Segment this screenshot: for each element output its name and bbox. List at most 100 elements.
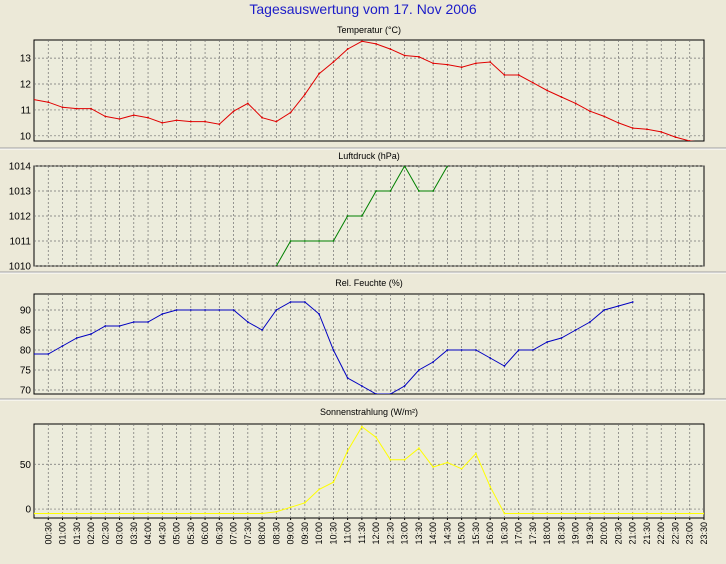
chart-panel-2: 1010 1011 1012 1013 1014 Luftdruck (hPa) bbox=[9, 151, 705, 273]
data-point bbox=[246, 321, 249, 323]
data-point bbox=[460, 349, 463, 351]
x-tick-label: 12:00 bbox=[371, 522, 381, 545]
data-point bbox=[189, 512, 192, 515]
y-tick-label: 0 bbox=[25, 505, 31, 516]
data-point bbox=[603, 512, 606, 515]
data-point bbox=[446, 461, 449, 464]
data-point bbox=[346, 215, 349, 217]
data-point bbox=[360, 215, 363, 217]
x-tick-label: 16:30 bbox=[499, 522, 509, 545]
y-tick-label: 85 bbox=[20, 326, 32, 337]
data-point bbox=[47, 512, 50, 515]
data-point bbox=[161, 121, 164, 124]
data-point bbox=[175, 119, 178, 122]
y-tick-label: 80 bbox=[20, 346, 32, 357]
data-point bbox=[660, 512, 663, 515]
data-point bbox=[161, 313, 164, 315]
data-point bbox=[375, 393, 378, 394]
panel-title: Sonnenstrahlung (W/m²) bbox=[320, 407, 418, 417]
data-point bbox=[90, 333, 92, 335]
data-point bbox=[204, 309, 206, 311]
data-point bbox=[503, 512, 506, 515]
x-tick-label: 01:30 bbox=[72, 522, 82, 545]
data-point bbox=[489, 485, 492, 488]
data-point bbox=[574, 512, 577, 515]
data-point bbox=[218, 512, 221, 515]
series-line bbox=[34, 40, 696, 141]
data-point bbox=[332, 481, 335, 484]
x-tick-label: 09:00 bbox=[286, 522, 296, 545]
data-point bbox=[617, 305, 620, 307]
data-point bbox=[161, 512, 164, 515]
data-point bbox=[674, 136, 677, 139]
data-point bbox=[517, 349, 520, 351]
data-point bbox=[375, 436, 378, 439]
x-tick-label: 23:00 bbox=[685, 522, 695, 545]
data-point bbox=[460, 467, 463, 470]
data-point bbox=[674, 512, 677, 515]
data-point bbox=[61, 345, 64, 347]
x-tick-label: 14:30 bbox=[442, 522, 452, 545]
data-point bbox=[617, 121, 620, 124]
x-tick-label: 11:30 bbox=[357, 522, 367, 544]
data-point bbox=[703, 512, 704, 515]
x-tick-label: 04:30 bbox=[157, 522, 167, 545]
x-tick-label: 13:00 bbox=[400, 522, 410, 545]
x-tick-label: 18:30 bbox=[556, 522, 566, 545]
data-point bbox=[631, 127, 634, 129]
data-point bbox=[560, 96, 563, 98]
x-tick-label: 10:30 bbox=[328, 522, 338, 545]
data-point bbox=[147, 321, 149, 323]
data-point bbox=[261, 329, 263, 331]
data-point bbox=[646, 128, 648, 131]
data-point bbox=[389, 393, 392, 394]
data-point bbox=[289, 506, 292, 509]
data-point bbox=[574, 329, 577, 331]
data-point bbox=[360, 425, 363, 428]
data-point bbox=[318, 72, 321, 75]
data-point bbox=[375, 42, 378, 45]
data-point bbox=[289, 111, 292, 114]
data-point bbox=[703, 141, 705, 143]
data-point bbox=[631, 301, 634, 303]
y-tick-label: 1011 bbox=[9, 237, 31, 248]
data-point bbox=[332, 240, 335, 242]
data-point bbox=[517, 512, 520, 515]
data-point bbox=[489, 357, 492, 359]
data-point bbox=[589, 110, 591, 113]
data-point bbox=[75, 512, 78, 515]
data-point bbox=[34, 353, 35, 355]
data-point bbox=[517, 74, 520, 76]
y-tick-label: 10 bbox=[20, 131, 32, 142]
panel-title: Rel. Feuchte (%) bbox=[335, 278, 403, 288]
main-title: Tagesauswertung vom 17. Nov 2006 bbox=[249, 1, 477, 17]
x-tick-label: 23:30 bbox=[699, 522, 709, 545]
data-point bbox=[403, 54, 406, 57]
x-tick-label: 21:00 bbox=[628, 522, 638, 545]
data-point bbox=[432, 466, 435, 468]
data-point bbox=[218, 123, 221, 126]
data-point bbox=[646, 512, 648, 515]
data-point bbox=[47, 101, 50, 104]
data-point bbox=[603, 115, 606, 118]
data-point bbox=[432, 62, 435, 65]
x-tick-label: 22:00 bbox=[656, 522, 666, 545]
data-point bbox=[34, 98, 35, 101]
y-tick-label: 11 bbox=[21, 105, 32, 116]
data-point bbox=[289, 240, 292, 242]
plot-area bbox=[33, 39, 705, 142]
x-tick-label: 08:30 bbox=[271, 522, 281, 545]
data-point bbox=[261, 116, 263, 119]
data-point bbox=[446, 63, 449, 66]
data-point bbox=[375, 190, 378, 192]
data-point bbox=[432, 190, 435, 192]
data-point bbox=[118, 512, 121, 515]
data-point bbox=[475, 62, 477, 65]
x-tick-label: 02:00 bbox=[86, 522, 96, 545]
plot-area bbox=[33, 423, 705, 519]
data-point bbox=[432, 361, 435, 363]
x-tick-label: 09:30 bbox=[300, 522, 310, 545]
x-tick-label: 20:00 bbox=[599, 522, 609, 545]
x-tick-label: 03:00 bbox=[115, 522, 125, 545]
